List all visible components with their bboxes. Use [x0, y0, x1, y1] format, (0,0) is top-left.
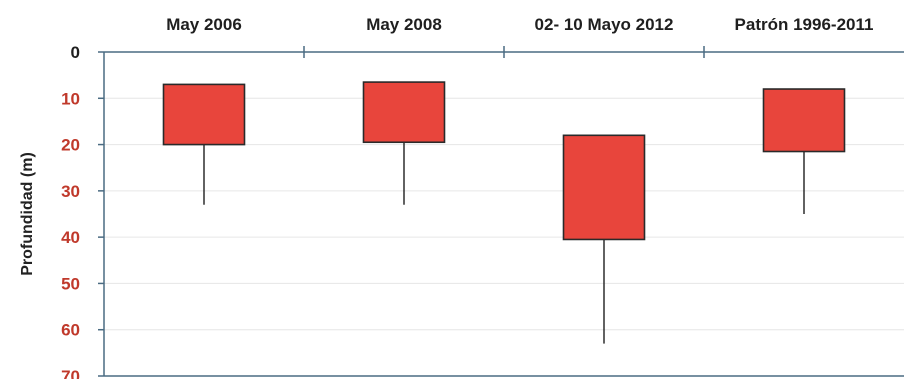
axes [103, 46, 904, 377]
y-tick-labels: 0 10 20 30 40 50 60 70 [61, 43, 80, 379]
depth-boxes [162, 81, 846, 241]
category-labels: May 2006 May 2008 02- 10 Mayo 2012 Patrón 1… [166, 15, 873, 34]
y-tick-label: 70 [61, 367, 80, 379]
depth-box [162, 83, 246, 146]
y-tick-label: 40 [61, 228, 80, 247]
y-tick-label: 30 [61, 182, 80, 201]
y-tick-label: 60 [61, 321, 80, 340]
depth-box [362, 81, 446, 144]
y-axis-title: Profundidad (m) [19, 152, 36, 276]
category-label: 02- 10 Mayo 2012 [535, 15, 674, 34]
depth-box [762, 88, 846, 153]
category-label: May 2006 [166, 15, 242, 34]
category-label: Patrón 1996-2011 [735, 15, 874, 34]
y-tick-label: 20 [61, 136, 80, 155]
category-label: May 2008 [366, 15, 442, 34]
depth-box [562, 134, 646, 241]
y-tick-label: 10 [61, 89, 80, 108]
whiskers [203, 142, 805, 344]
y-tick-label: 50 [61, 274, 80, 293]
y-tick-label: 0 [71, 43, 80, 62]
